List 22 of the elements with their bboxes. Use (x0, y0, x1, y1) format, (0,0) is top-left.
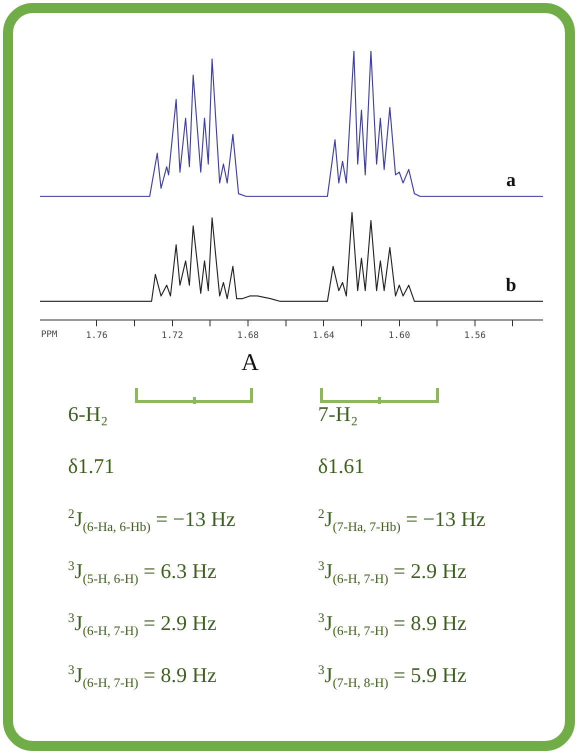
text: $^{3}$J$_{(6-H, 7-H)}$ = 8.9 Hz (318, 610, 467, 640)
text: $^{3}$J$_{(5-H, 6-H)}$ = 6.3 Hz (68, 558, 217, 588)
series-label: b (506, 274, 516, 296)
x-tick-label: 1.60 (388, 330, 410, 341)
text: $^{3}$J$_{(7-H, 8-H)}$ = 5.9 Hz (318, 662, 467, 692)
x-tick-label: 1.72 (162, 330, 184, 341)
x-tick-label: 1.56 (464, 330, 486, 341)
text: δ1.61 (318, 454, 365, 479)
text: δ1.71 (68, 454, 115, 479)
x-tick-label: 1.68 (237, 330, 259, 341)
text: $^{3}$J$_{(6-H, 7-H)}$ = 2.9 Hz (68, 610, 217, 640)
text: 6-H₂ (68, 402, 108, 427)
text: $^{3}$J$_{(6-H, 7-H)}$ = 2.9 Hz (318, 558, 467, 588)
x-axis-title: PPM (41, 330, 58, 340)
text: 7-H₂ (318, 402, 358, 427)
x-tick-label: 1.64 (312, 330, 334, 341)
series-label: a (506, 170, 516, 191)
x-tick-label: 1.76 (86, 330, 108, 341)
text: A (240, 350, 260, 377)
text: $^{2}$J$_{(7-Ha, 7-Hb)}$ = −13 Hz (318, 506, 486, 536)
text: $^{2}$J$_{(6-Ha, 6-Hb)}$ = −13 Hz (68, 506, 236, 536)
text: $^{3}$J$_{(6-H, 7-H)}$ = 8.9 Hz (68, 662, 217, 692)
